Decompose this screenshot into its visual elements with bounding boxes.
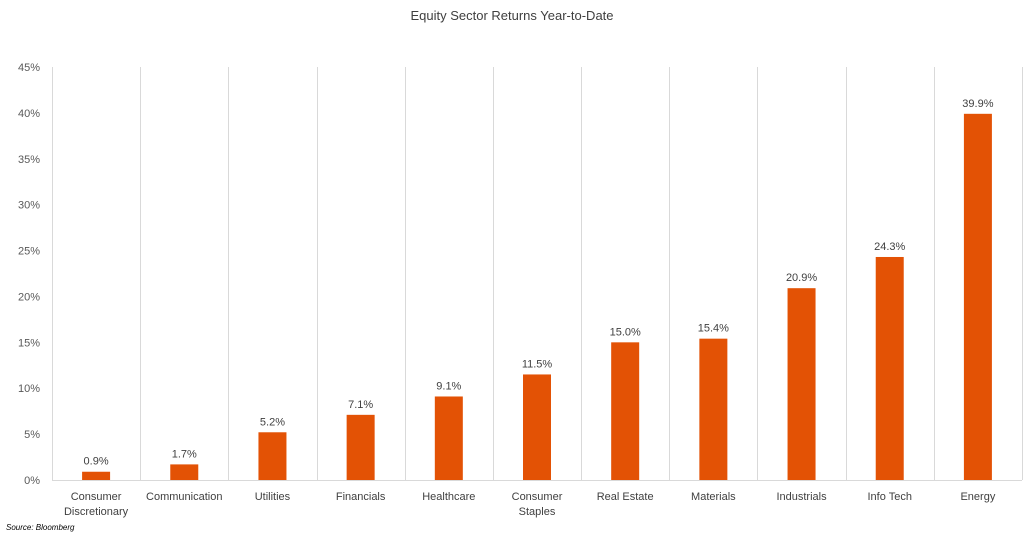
bar <box>170 464 199 480</box>
category-label: Consumer Staples <box>512 491 563 518</box>
y-tick-label: 25% <box>18 246 40 258</box>
data-labels: 0.9% 1.7% 5.2% 7.1% 9.1% 11.5% 15.0% 15.4% 20.9%… <box>84 98 994 468</box>
category-label: Financials <box>336 491 386 503</box>
category-label: Industrials <box>776 491 827 503</box>
y-tick-label: 15% <box>18 337 40 349</box>
x-axis: Consumer Discretionary Communication Utilit… <box>64 491 996 518</box>
bar <box>346 414 375 480</box>
category-label: Communication <box>146 491 222 503</box>
y-axis: 0% 5% 10% 15% 20% 25% 30% 35% 40% 45% <box>18 62 40 487</box>
y-tick-label: 5% <box>24 429 40 441</box>
bar <box>523 374 551 480</box>
data-label: 39.9% <box>962 98 993 110</box>
gridlines <box>52 67 1023 481</box>
category-label-line: Energy <box>960 491 995 503</box>
category-label-line: Healthcare <box>422 491 475 503</box>
data-label: 24.3% <box>874 241 905 253</box>
category-label-line: Materials <box>691 491 736 503</box>
category-label-line: Industrials <box>776 491 827 503</box>
bar <box>787 288 816 480</box>
data-label: 11.5% <box>522 358 553 370</box>
data-label: 5.2% <box>260 416 285 428</box>
category-label-line: Utilities <box>255 491 291 503</box>
category-label-line: Staples <box>519 506 556 518</box>
data-label: 9.1% <box>436 380 461 392</box>
chart-title: Equity Sector Returns Year-to-Date <box>410 8 613 23</box>
category-label-line: Financials <box>336 491 386 503</box>
bar <box>82 471 111 480</box>
bar <box>699 338 728 480</box>
category-label-line: Consumer <box>71 491 122 503</box>
data-label: 15.4% <box>698 323 729 335</box>
y-tick-label: 30% <box>18 200 40 212</box>
y-tick-label: 20% <box>18 291 40 303</box>
category-label: Energy <box>960 491 995 503</box>
data-label: 20.9% <box>786 272 817 284</box>
data-label: 1.7% <box>172 448 197 460</box>
category-label: Info Tech <box>868 491 912 503</box>
y-tick-label: 10% <box>18 383 40 395</box>
y-tick-label: 35% <box>18 154 40 166</box>
category-label: Utilities <box>255 491 291 503</box>
bar <box>611 342 640 480</box>
category-label: Consumer Discretionary <box>64 491 129 518</box>
source-note: Source: Bloomberg <box>6 523 75 532</box>
bar <box>963 113 992 480</box>
bar <box>875 256 904 480</box>
bar <box>434 396 463 480</box>
y-tick-label: 45% <box>18 62 40 74</box>
data-label: 7.1% <box>348 399 373 411</box>
data-label: 0.9% <box>84 456 109 468</box>
category-label: Materials <box>691 491 736 503</box>
category-label: Real Estate <box>597 491 654 503</box>
data-label: 15.0% <box>610 326 641 338</box>
category-label-line: Communication <box>146 491 222 503</box>
category-label-line: Discretionary <box>64 506 129 518</box>
bars <box>82 113 992 480</box>
category-label-line: Consumer <box>512 491 563 503</box>
category-label: Healthcare <box>422 491 475 503</box>
bar <box>258 432 287 480</box>
category-label-line: Info Tech <box>868 491 912 503</box>
y-tick-label: 40% <box>18 108 40 120</box>
category-label-line: Real Estate <box>597 491 654 503</box>
y-tick-label: 0% <box>24 475 40 487</box>
